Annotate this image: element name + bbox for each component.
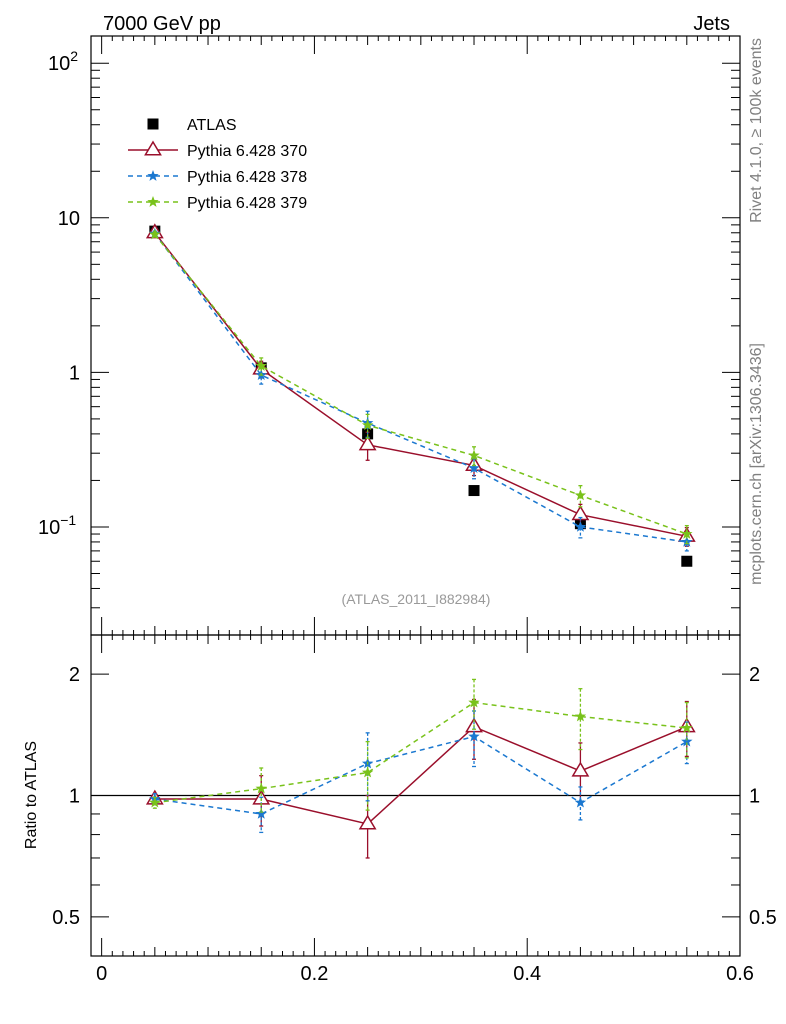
ratio-y-axis-label: Ratio to ATLAS	[23, 741, 40, 849]
mcplots-label: mcplots.cern.ch [arXiv:1306.3436]	[748, 343, 765, 585]
rivet-version-label: Rivet 4.1.0, ≥ 100k events	[748, 38, 765, 223]
main-series-group	[147, 225, 694, 567]
legend: ATLAS Pythia 6.428 370 Pythia 6.428 378 Pyt…	[128, 117, 307, 212]
ratio-y-tick-labels: 2 2 1 1 0.5 0.5	[52, 664, 777, 929]
analysis-tag: (ATLAS_2011_I882984)	[342, 591, 491, 607]
header-right: Jets	[693, 13, 730, 35]
ratio-series-group	[147, 679, 694, 858]
ratio-y-tick-label-right: 0.5	[749, 907, 777, 929]
legend-marker-p379	[147, 196, 158, 207]
main-y-tick-labels: 102 10 1 10−1	[38, 48, 80, 539]
ratio-y-tick-label: 0.5	[52, 907, 80, 929]
legend-label-atlas: ATLAS	[187, 117, 237, 134]
ratio-x-tick-label: 0.4	[513, 963, 541, 985]
ratio-x-tick-label: 0.2	[301, 963, 329, 985]
main-line-p379	[155, 234, 687, 534]
main-y-tick-label: 10	[58, 208, 80, 230]
main-line-p370	[155, 233, 687, 537]
ratio-line-p370	[155, 727, 687, 824]
ratio-y-tick-label-right: 1	[749, 786, 760, 808]
ratio-x-tick-label: 0	[96, 963, 107, 985]
legend-label-p378: Pythia 6.428 378	[187, 169, 307, 186]
ratio-y-tick-label-right: 2	[749, 664, 760, 686]
ratio-y-ticks	[91, 674, 740, 956]
main-line-p378	[155, 234, 687, 542]
legend-marker-p378	[147, 170, 158, 181]
main-y-tick-label: 102	[48, 48, 78, 75]
main-point-atlas	[469, 485, 480, 496]
legend-marker-p370	[145, 142, 160, 155]
main-y-tick-label: 1	[69, 362, 80, 384]
legend-label-p370: Pythia 6.428 370	[187, 143, 307, 160]
ratio-x-tick-labels: 0 0.2 0.4 0.6	[96, 963, 754, 985]
ratio-x-tick-label: 0.6	[726, 963, 754, 985]
main-y-tick-label: 10−1	[38, 512, 76, 539]
legend-label-p379: Pythia 6.428 379	[187, 195, 307, 212]
chart-canvas: 7000 GeV pp Jets Rivet 4.1.0, ≥ 100k eve…	[0, 0, 786, 1024]
header-left: 7000 GeV pp	[103, 13, 221, 35]
ratio-point-p378	[575, 797, 586, 808]
ratio-y-tick-label: 1	[69, 786, 80, 808]
main-point-atlas	[681, 556, 692, 567]
ratio-y-tick-label: 2	[69, 664, 80, 686]
legend-marker-atlas	[148, 119, 159, 130]
